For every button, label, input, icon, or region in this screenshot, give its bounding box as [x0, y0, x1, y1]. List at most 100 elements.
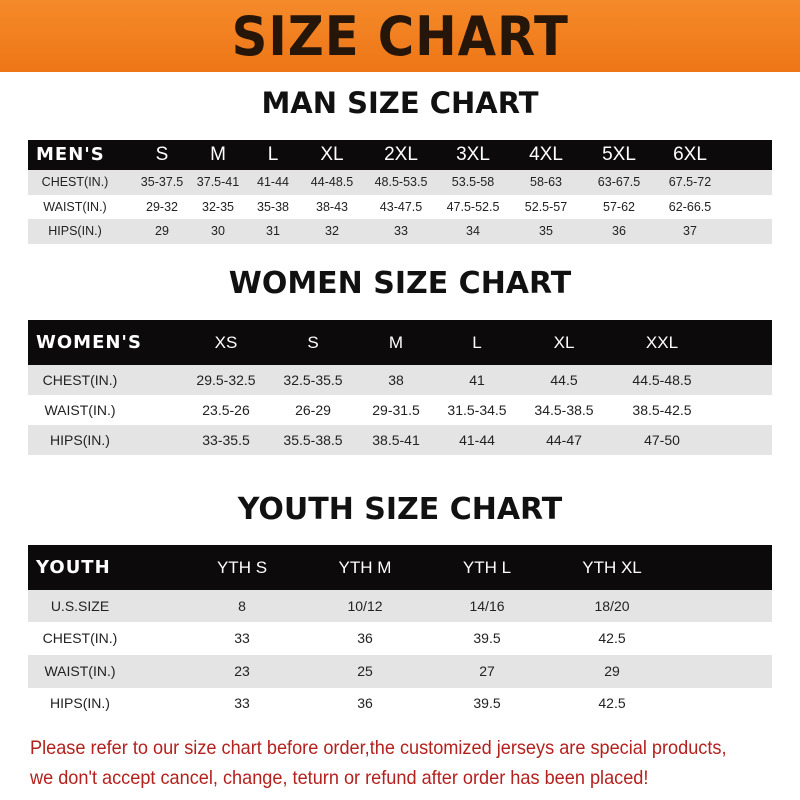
row-label: HIPS(IN.): [50, 431, 110, 448]
size-header: 4XL: [529, 144, 563, 166]
table-row: CHEST(IN.) 35-37.5 37.5-41 41-44 44-48.5 48.5…: [28, 170, 772, 195]
size-header: M: [388, 332, 404, 352]
table-cell: 32-35: [202, 199, 234, 214]
table-cell: 67.5-72: [668, 175, 712, 190]
table-cell: 36: [612, 224, 626, 239]
header-label: WOMEN'S: [36, 331, 142, 353]
size-header: YTH S: [216, 557, 268, 577]
size-header: YTH M: [338, 557, 392, 577]
size-header: XS: [214, 332, 238, 352]
table-cell: 38.5-41: [372, 431, 420, 448]
women-title: WOMEN SIZE CHART: [228, 266, 572, 301]
men-size-table: MEN'S S M L XL 2XL 3XL 4XL 5XL 6XL CHEST(IN.) 35-37…: [28, 140, 772, 244]
size-header: 5XL: [602, 144, 636, 166]
table-cell: 47-50: [644, 431, 680, 448]
table-cell: 8: [238, 597, 246, 614]
table-cell: 38: [388, 371, 404, 388]
table-cell: 23.5-26: [202, 401, 250, 418]
table-cell: 62-66.5: [668, 199, 712, 214]
table-row: U.S.SIZE 8 10/12 14/16 18/20: [28, 590, 772, 622]
size-header: YTH L: [462, 557, 512, 577]
table-cell: 44-48.5: [310, 175, 354, 190]
table-row: HIPS(IN.) 33-35.5 35.5-38.5 38.5-41 41-44 44-…: [28, 425, 772, 455]
youth-size-table: YOUTH YTH S YTH M YTH L YTH XL U.S.SIZE 8 10/12…: [28, 545, 772, 719]
table-cell: 33: [234, 630, 250, 647]
table-row: WAIST(IN.) 23 25 27 29: [28, 655, 772, 688]
table-cell: 32: [325, 224, 339, 239]
row-label: CHEST(IN.): [41, 175, 109, 190]
table-cell: 44-47: [546, 431, 582, 448]
table-cell: 57-62: [603, 199, 635, 214]
table-cell: 33: [394, 224, 408, 239]
table-cell: 34.5-38.5: [534, 401, 594, 418]
table-cell: 41-44: [257, 175, 289, 190]
table-cell: 42.5: [598, 695, 626, 712]
table-cell: 18/20: [594, 597, 630, 614]
size-header: M: [210, 144, 226, 166]
size-header: L: [267, 144, 279, 166]
table-cell: 14/16: [469, 597, 505, 614]
table-cell: 29-31.5: [372, 401, 420, 418]
table-cell: 30: [211, 224, 225, 239]
table-cell: 37: [683, 224, 697, 239]
header-label: MEN'S: [36, 144, 105, 166]
table-cell: 31.5-34.5: [447, 401, 507, 418]
size-header: 2XL: [384, 144, 418, 166]
size-header: L: [472, 332, 482, 352]
table-cell: 29: [155, 224, 169, 239]
table-row: CHEST(IN.) 29.5-32.5 32.5-35.5 38 41 44.5 44.5…: [28, 365, 772, 395]
table-cell: 44.5: [550, 371, 578, 388]
table-row: HIPS(IN.) 33 36 39.5 42.5: [28, 688, 772, 719]
table-row: HIPS(IN.) 29 30 31 32 33 34 35 36 37: [28, 219, 772, 244]
notice-line-2: we don't accept cancel, change, teturn o…: [30, 767, 649, 789]
table-cell: 38.5-42.5: [632, 401, 692, 418]
row-label: U.S.SIZE: [50, 597, 110, 614]
size-header: 3XL: [456, 144, 490, 166]
table-cell: 35-38: [257, 199, 289, 214]
table-cell: 26-29: [295, 401, 331, 418]
table-cell: 32.5-35.5: [283, 371, 343, 388]
table-cell: 41-44: [459, 431, 495, 448]
table-cell: 36: [357, 695, 373, 712]
table-cell: 47.5-52.5: [446, 199, 500, 214]
table-cell: 10/12: [347, 597, 383, 614]
table-cell: 29: [604, 663, 620, 680]
table-cell: 36: [357, 630, 373, 647]
table-cell: 43-47.5: [379, 199, 423, 214]
youth-title: YOUTH SIZE CHART: [237, 492, 563, 527]
table-cell: 35.5-38.5: [283, 431, 343, 448]
table-header: WOMEN'S XS S M L XL XXL: [28, 320, 772, 365]
table-row: WAIST(IN.) 29-32 32-35 35-38 38-43 43-47.5 47.…: [28, 195, 772, 219]
table-cell: 33-35.5: [202, 431, 250, 448]
table-cell: 39.5: [473, 695, 501, 712]
size-header: S: [155, 144, 169, 166]
size-header: YTH XL: [582, 557, 642, 577]
table-cell: 27: [479, 663, 495, 680]
table-header: MEN'S S M L XL 2XL 3XL 4XL 5XL 6XL: [28, 140, 772, 170]
table-cell: 29-32: [146, 199, 178, 214]
table-cell: 48.5-53.5: [374, 175, 428, 190]
table-cell: 42.5: [598, 630, 626, 647]
table-cell: 35: [539, 224, 553, 239]
table-cell: 23: [234, 663, 250, 680]
men-title: MAN SIZE CHART: [261, 86, 539, 120]
size-header: S: [307, 332, 319, 352]
page-title: SIZE CHART: [231, 4, 569, 68]
table-cell: 35-37.5: [140, 175, 184, 190]
table-cell: 29.5-32.5: [196, 371, 256, 388]
table-row: CHEST(IN.) 33 36 39.5 42.5: [28, 622, 772, 655]
table-row: WAIST(IN.) 23.5-26 26-29 29-31.5 31.5-34.5 34…: [28, 395, 772, 425]
table-cell: 33: [234, 695, 250, 712]
size-header: XL: [553, 332, 575, 352]
row-label: WAIST(IN.): [43, 199, 107, 214]
row-label: WAIST(IN.): [44, 401, 116, 418]
table-cell: 31: [266, 224, 280, 239]
table-cell: 39.5: [473, 630, 501, 647]
women-size-table: WOMEN'S XS S M L XL XXL CHEST(IN.) 29.5-32.5 32.5…: [28, 320, 772, 455]
row-label: CHEST(IN.): [42, 630, 118, 647]
row-label: WAIST(IN.): [44, 663, 116, 680]
banner: SIZE CHART: [0, 0, 800, 72]
size-header: 6XL: [673, 144, 707, 166]
table-cell: 52.5-57: [524, 199, 568, 214]
table-cell: 53.5-58: [451, 175, 495, 190]
